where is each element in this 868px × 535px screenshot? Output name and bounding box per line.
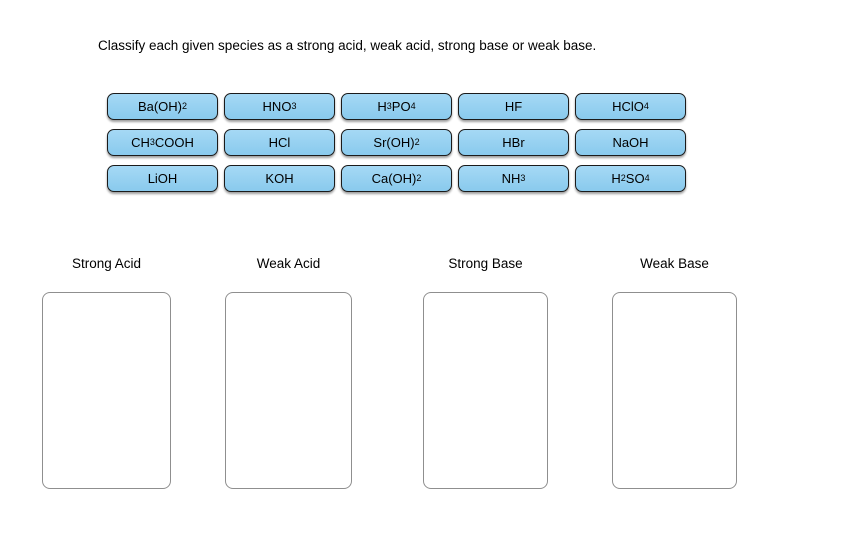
species-row: LiOH KOH Ca(OH) 2 NH 3 H 2 SO 4 — [107, 165, 686, 192]
species-chip-caoh2[interactable]: Ca(OH) 2 — [341, 165, 452, 192]
formula-subscript: 4 — [410, 101, 416, 111]
species-chip-lioh[interactable]: LiOH — [107, 165, 218, 192]
species-chip-hno3[interactable]: HNO 3 — [224, 93, 335, 120]
formula-text: NH — [501, 171, 521, 186]
formula-text: H — [377, 99, 387, 114]
formula-subscript: 3 — [520, 173, 526, 183]
category-dropzone-weak-acid[interactable] — [225, 292, 352, 489]
formula-subscript: 3 — [291, 101, 297, 111]
species-chip-ch3cooh[interactable]: CH 3 COOH — [107, 129, 218, 156]
formula-text: SO — [625, 171, 645, 186]
category-weak-acid: Weak Acid — [225, 256, 352, 489]
formula-subscript: 4 — [643, 101, 649, 111]
species-chip-naoh[interactable]: NaOH — [575, 129, 686, 156]
formula-text: HNO — [262, 99, 292, 114]
species-chip-nh3[interactable]: NH 3 — [458, 165, 569, 192]
category-label-strong-acid: Strong Acid — [71, 256, 142, 271]
category-dropzone-strong-base[interactable] — [423, 292, 548, 489]
formula-subscript: 3 — [386, 101, 392, 111]
species-bank: Ba(OH) 2 HNO 3 H 3 PO 4 HF HClO 4 CH 3 COOH HCl Sr(OH) 2… — [107, 93, 686, 192]
category-strong-base: Strong Base — [423, 256, 548, 489]
category-label-strong-base: Strong Base — [448, 256, 523, 271]
species-chip-baoh2[interactable]: Ba(OH) 2 — [107, 93, 218, 120]
formula-subscript: 2 — [182, 101, 188, 111]
formula-text: COOH — [154, 135, 194, 150]
formula-text: NaOH — [612, 135, 649, 150]
category-dropzone-weak-base[interactable] — [612, 292, 737, 489]
formula-subscript: 3 — [149, 137, 155, 147]
species-chip-sroh2[interactable]: Sr(OH) 2 — [341, 129, 452, 156]
formula-text: KOH — [265, 171, 294, 186]
formula-text: PO — [391, 99, 411, 114]
formula-text: HCl — [268, 135, 291, 150]
formula-subscript: 2 — [416, 173, 422, 183]
species-row: CH 3 COOH HCl Sr(OH) 2 HBr NaOH — [107, 129, 686, 156]
formula-subscript: 2 — [414, 137, 420, 147]
formula-text: HF — [504, 99, 523, 114]
formula-subscript: 4 — [644, 173, 650, 183]
species-row: Ba(OH) 2 HNO 3 H 3 PO 4 HF HClO 4 — [107, 93, 686, 120]
category-strong-acid: Strong Acid — [42, 256, 171, 489]
formula-text: HBr — [502, 135, 525, 150]
formula-text: CH — [131, 135, 150, 150]
category-dropzone-strong-acid[interactable] — [42, 292, 171, 489]
category-label-weak-acid: Weak Acid — [256, 256, 321, 271]
category-label-weak-base: Weak Base — [640, 256, 709, 271]
category-weak-base: Weak Base — [612, 256, 737, 489]
species-chip-h3po4[interactable]: H 3 PO 4 — [341, 93, 452, 120]
species-chip-hbr[interactable]: HBr — [458, 129, 569, 156]
species-chip-hf[interactable]: HF — [458, 93, 569, 120]
instructions-text: Classify each given species as a strong … — [98, 38, 597, 53]
formula-text: LiOH — [147, 171, 178, 186]
formula-text: Ca(OH) — [371, 171, 417, 186]
formula-text: HClO — [612, 99, 644, 114]
formula-text: Sr(OH) — [373, 135, 415, 150]
species-chip-hclo4[interactable]: HClO 4 — [575, 93, 686, 120]
formula-text: H — [611, 171, 621, 186]
species-chip-h2so4[interactable]: H 2 SO 4 — [575, 165, 686, 192]
species-chip-koh[interactable]: KOH — [224, 165, 335, 192]
species-chip-hcl[interactable]: HCl — [224, 129, 335, 156]
formula-subscript: 2 — [620, 173, 626, 183]
formula-text: Ba(OH) — [137, 99, 183, 114]
